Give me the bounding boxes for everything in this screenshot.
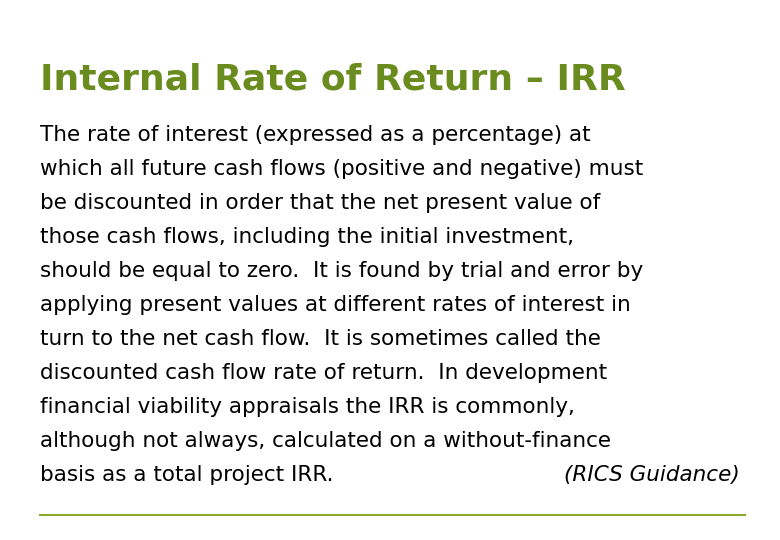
Text: Internal Rate of Return – IRR: Internal Rate of Return – IRR xyxy=(40,62,626,96)
Text: basis as a total project IRR.: basis as a total project IRR. xyxy=(40,465,334,485)
Text: financial viability appraisals the IRR is commonly,: financial viability appraisals the IRR i… xyxy=(40,397,575,417)
Text: those cash flows, including the initial investment,: those cash flows, including the initial … xyxy=(40,227,574,247)
Text: discounted cash flow rate of return.  In development: discounted cash flow rate of return. In … xyxy=(40,363,607,383)
Text: The rate of interest (expressed as a percentage) at: The rate of interest (expressed as a per… xyxy=(40,125,590,145)
Text: be discounted in order that the net present value of: be discounted in order that the net pres… xyxy=(40,193,601,213)
Text: although not always, calculated on a without-finance: although not always, calculated on a wit… xyxy=(40,431,611,451)
Text: should be equal to zero.  It is found by trial and error by: should be equal to zero. It is found by … xyxy=(40,261,643,281)
Text: which all future cash flows (positive and negative) must: which all future cash flows (positive an… xyxy=(40,159,643,179)
Text: applying present values at different rates of interest in: applying present values at different rat… xyxy=(40,295,631,315)
Text: turn to the net cash flow.  It is sometimes called the: turn to the net cash flow. It is sometim… xyxy=(40,329,601,349)
Text: (RICS Guidance): (RICS Guidance) xyxy=(564,465,740,485)
